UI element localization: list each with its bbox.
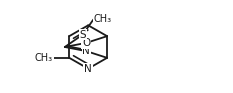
Text: N: N [82, 46, 90, 56]
Text: S: S [79, 30, 86, 40]
Text: O: O [82, 38, 90, 48]
Text: N: N [84, 64, 92, 74]
Text: CH₃: CH₃ [93, 15, 112, 24]
Text: CH₃: CH₃ [35, 53, 53, 63]
